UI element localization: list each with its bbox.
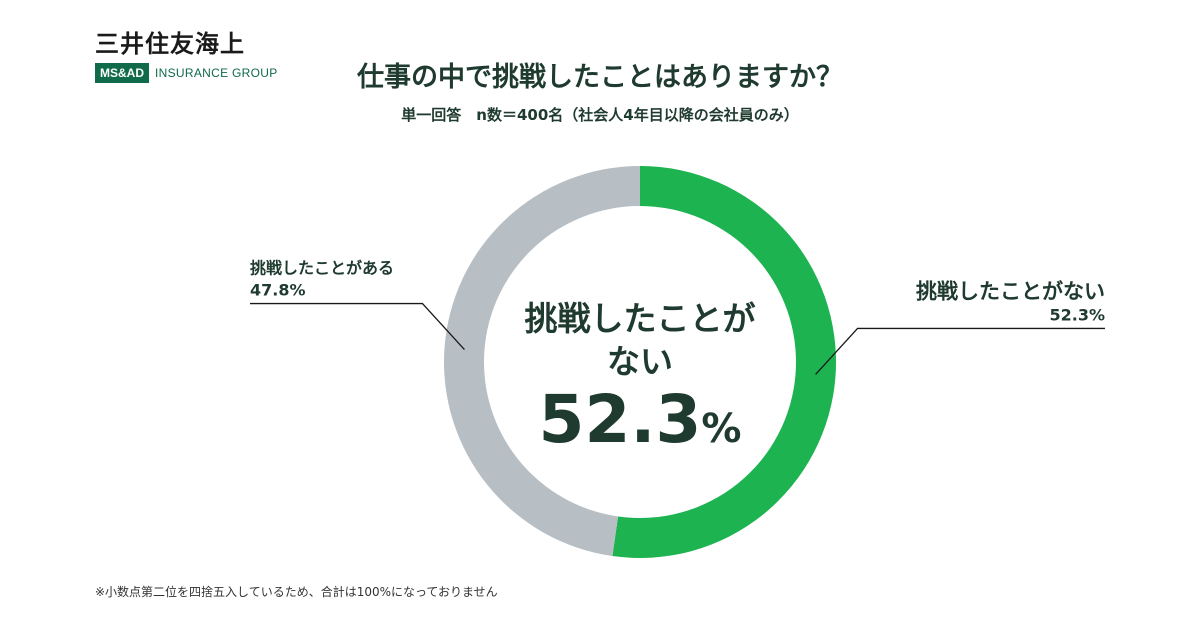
logo-badge: MS&AD xyxy=(95,63,149,83)
page-title: 仕事の中で挑戦したことはありますか？ xyxy=(357,62,843,93)
footnote: ※小数点第二位を四捨五入しているため、合計は100%になっておりません xyxy=(95,585,498,599)
slice-label-1: 挑戦したことがある xyxy=(250,259,394,278)
donut-slice-0 xyxy=(612,166,836,558)
slice-label-0: 挑戦したことがない xyxy=(916,279,1105,303)
center-value-number: 52.3 xyxy=(539,381,702,458)
center-label-line1: 挑戦したことが xyxy=(525,299,756,338)
slice-value-label-1: 47.8% xyxy=(250,281,306,300)
slice-value-label-0: 52.3% xyxy=(1049,305,1105,324)
logo-company-name: 三井住友海上 xyxy=(95,30,245,58)
logo-group-name: INSURANCE GROUP xyxy=(155,66,278,80)
center-label-line2: ない xyxy=(607,342,673,381)
leader-line-1 xyxy=(250,302,465,351)
company-logo: 三井住友海上 MS&AD INSURANCE GROUP xyxy=(95,24,278,83)
page-subtitle: 単一回答 n数＝400名（社会人4年目以降の会社員のみ） xyxy=(401,106,799,124)
center-value-unit: % xyxy=(701,406,741,452)
leader-line-0 xyxy=(815,327,1105,375)
logo-group-row: MS&AD INSURANCE GROUP xyxy=(95,63,278,83)
donut-slice-1 xyxy=(443,166,640,557)
center-value: 52.3% xyxy=(539,381,742,458)
